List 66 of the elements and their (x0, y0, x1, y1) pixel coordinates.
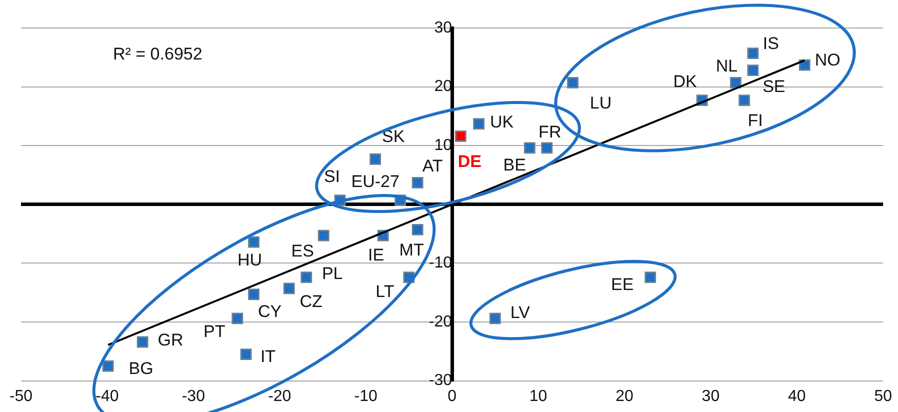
x-tick-label: 10 (529, 388, 548, 405)
x-tick-label: 50 (874, 388, 892, 405)
point (248, 236, 260, 248)
x-tick-label: 30 (702, 388, 720, 405)
data-label: IE (368, 245, 384, 264)
data-label: BE (503, 156, 526, 175)
point (541, 142, 553, 154)
point (473, 118, 484, 130)
x-tick-label: 20 (616, 388, 634, 405)
point (136, 336, 148, 348)
point (747, 48, 759, 59)
x-tick-label: -20 (268, 388, 292, 405)
data-label: IS (762, 34, 779, 53)
data-label: SE (762, 77, 786, 96)
data-label: PT (204, 322, 226, 342)
data-label: NO (814, 50, 840, 70)
point (318, 230, 330, 242)
point (454, 130, 466, 142)
point (370, 153, 382, 165)
y-tick-label: -30 (428, 372, 452, 390)
point (248, 288, 260, 300)
x-tick-label: -40 (96, 388, 119, 405)
data-label: EE (610, 275, 634, 294)
data-label: AT (422, 156, 443, 176)
x-tick-label: -10 (354, 388, 378, 405)
data-label: BG (128, 358, 154, 378)
data-label: HU (237, 250, 262, 270)
data-label: LT (376, 282, 394, 301)
point (412, 224, 424, 236)
data-label: CY (258, 302, 282, 322)
point (489, 312, 501, 324)
data-label: LU (590, 93, 612, 112)
data-label: ES (291, 241, 314, 260)
point (524, 142, 536, 154)
data-label: SK (382, 126, 406, 146)
data-label: CZ (300, 292, 322, 312)
data-label: UK (490, 112, 514, 132)
data-label: DE (458, 152, 482, 171)
data-label: IT (260, 347, 276, 366)
point (738, 94, 750, 106)
point (412, 176, 424, 188)
data-label: DK (673, 72, 698, 92)
point (747, 64, 759, 76)
point (730, 76, 742, 88)
point (240, 348, 252, 360)
data-label: FI (748, 111, 763, 130)
y-tick-label: 30 (434, 19, 452, 36)
x-tick-label: -50 (9, 388, 33, 405)
point (102, 360, 114, 372)
point (300, 272, 312, 284)
point (644, 272, 656, 284)
annotation: R² = 0.6952 (113, 44, 202, 64)
x-tick-label: -30 (182, 388, 206, 405)
point (283, 282, 295, 294)
x-tick-label: 40 (788, 388, 806, 405)
data-label: LV (510, 303, 531, 322)
x-tick-label: 0 (448, 388, 457, 405)
data-label: MT (399, 240, 424, 260)
data-label: SI (324, 166, 340, 186)
data-label: NL (716, 56, 738, 76)
data-label: PL (322, 264, 343, 283)
data-label: FR (538, 122, 562, 142)
data-label: EU-27 (351, 172, 400, 191)
data-label: GR (158, 330, 184, 350)
point (232, 312, 244, 324)
point (567, 76, 578, 88)
